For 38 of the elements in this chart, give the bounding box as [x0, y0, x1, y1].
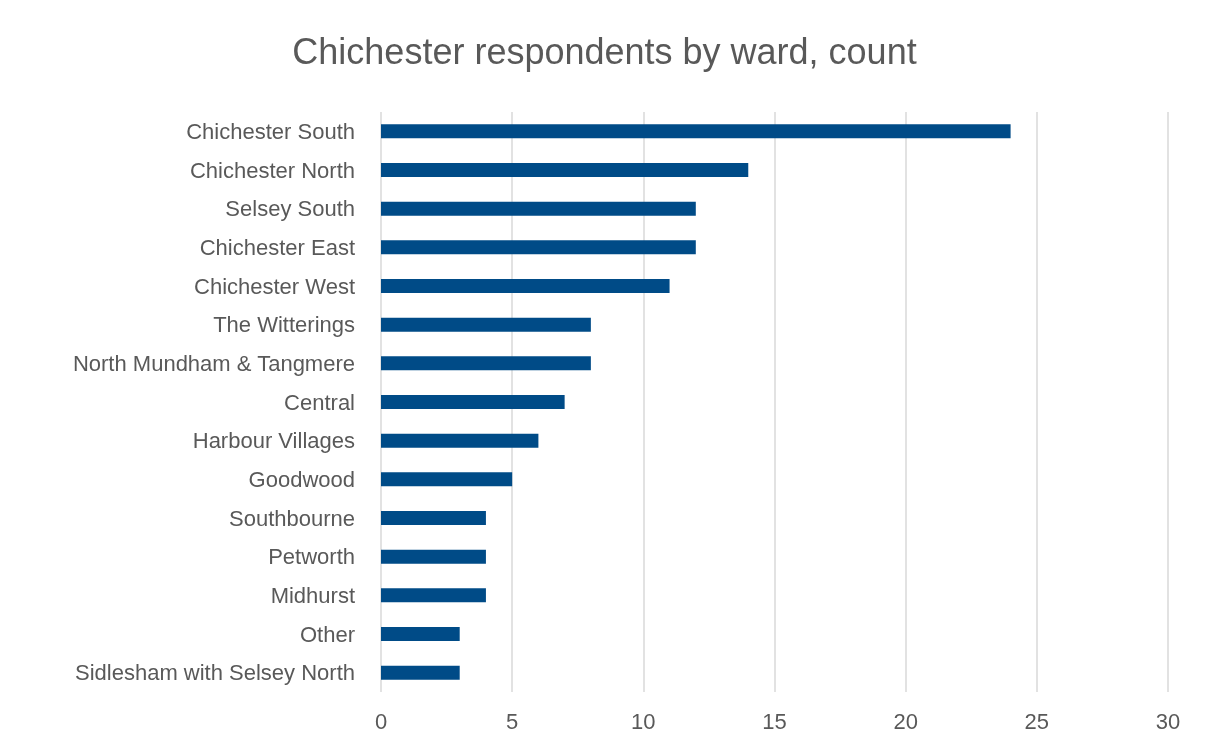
bar	[381, 588, 486, 603]
bar	[381, 627, 460, 641]
bar	[381, 201, 696, 216]
y-tick-label: Midhurst	[270, 582, 355, 608]
x-tick-label: 15	[762, 708, 787, 734]
bar	[381, 356, 591, 371]
bar	[381, 665, 460, 680]
y-tick-label: North Mundham & Tangmere	[72, 350, 355, 376]
y-tick-label: Petworth	[268, 544, 355, 570]
y-tick-label: Selsey South	[225, 196, 355, 222]
y-tick-label: Chichester East	[199, 234, 355, 260]
y-tick-label: Chichester South	[186, 118, 355, 144]
chart-title: Chichester respondents by ward, count	[292, 30, 917, 72]
bar	[381, 511, 486, 525]
x-tick-label: 10	[631, 708, 656, 734]
bar	[381, 317, 591, 332]
bar	[381, 279, 670, 293]
y-tick-label: Goodwood	[248, 466, 355, 492]
y-tick-label: Sidlesham with Selsey North	[74, 660, 355, 686]
x-tick-label: 0	[374, 708, 388, 734]
y-tick-label: Chichester North	[189, 157, 355, 183]
x-tick-label: 20	[893, 708, 918, 734]
bar	[381, 124, 1011, 139]
y-tick-label: Southbourne	[229, 505, 355, 531]
bar	[381, 163, 749, 177]
bar	[381, 472, 513, 487]
bar	[381, 433, 539, 448]
bar	[381, 240, 696, 255]
y-tick-label: The Witterings	[213, 312, 355, 338]
x-tick-label: 5	[506, 708, 519, 734]
x-tick-label: 25	[1024, 708, 1050, 734]
bar	[381, 549, 486, 564]
y-tick-label: Other	[299, 621, 355, 647]
bar	[381, 395, 565, 409]
y-tick-label: Chichester West	[194, 273, 355, 299]
x-tick-label: 30	[1155, 708, 1181, 734]
y-tick-label: Harbour Villages	[192, 428, 355, 454]
y-tick-label: Central	[284, 389, 355, 415]
